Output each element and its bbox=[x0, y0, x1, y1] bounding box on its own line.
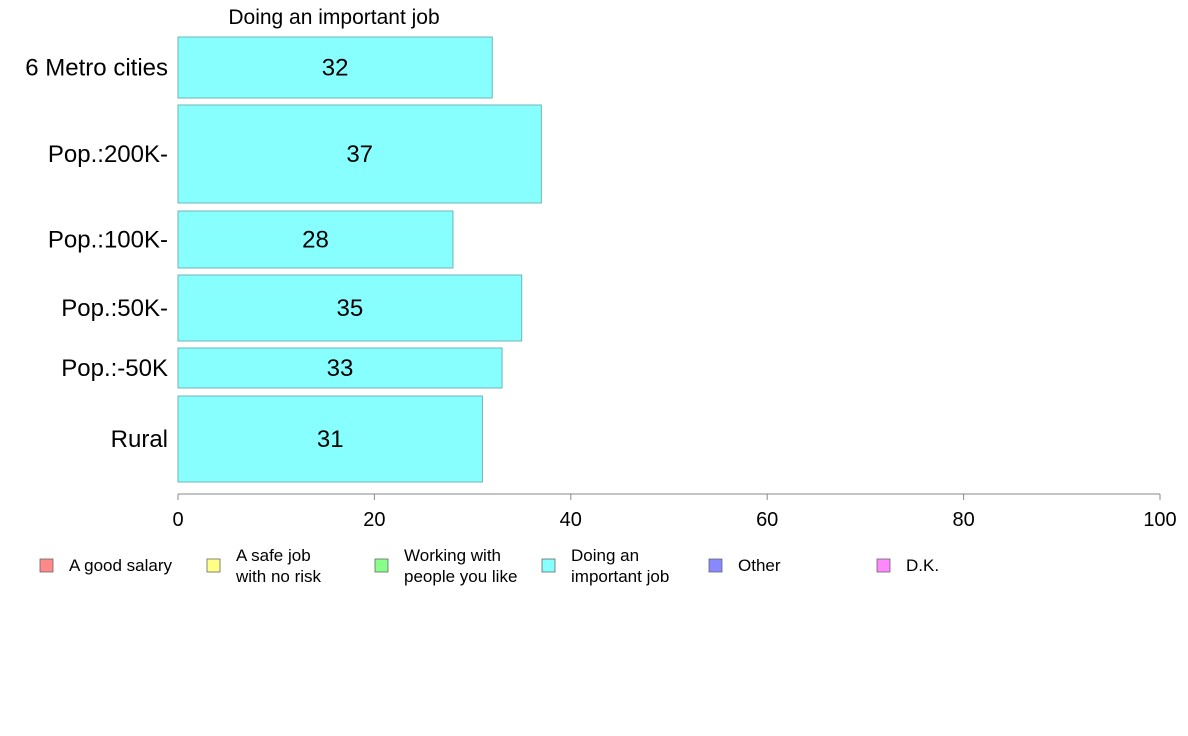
legend-swatch-4 bbox=[708, 558, 723, 573]
legend-label-3: Doing an important job bbox=[571, 546, 669, 586]
value-label-4: 33 bbox=[327, 355, 354, 382]
value-label-2: 28 bbox=[302, 227, 329, 254]
legend-swatch-2 bbox=[374, 558, 389, 573]
legend-label-5: D.K. bbox=[906, 556, 939, 575]
value-label-5: 31 bbox=[317, 426, 344, 453]
value-label-0: 32 bbox=[322, 55, 349, 82]
bar-0 bbox=[177, 36, 493, 99]
legend-swatch-3 bbox=[541, 558, 556, 573]
bar-1 bbox=[177, 104, 542, 204]
category-label-4: Pop.:-50K bbox=[61, 355, 168, 382]
category-label-5: Rural bbox=[111, 426, 168, 453]
x-tick-label-5: 100 bbox=[1143, 509, 1176, 531]
category-label-0: 6 Metro cities bbox=[25, 55, 168, 82]
x-tick-label-3: 60 bbox=[756, 509, 778, 531]
x-tick-label-2: 40 bbox=[560, 509, 582, 531]
x-tick-label-0: 0 bbox=[172, 509, 183, 531]
legend: A good salary A safe job with no risk Worki… bbox=[39, 546, 939, 586]
bar-4 bbox=[177, 347, 503, 389]
value-label-3: 35 bbox=[336, 295, 363, 322]
legend-swatch-5 bbox=[876, 558, 891, 573]
legend-swatch-1 bbox=[206, 558, 221, 573]
legend-label-1: A safe job with no risk bbox=[235, 546, 322, 586]
legend-swatch-0 bbox=[39, 558, 54, 573]
x-tick-label-4: 80 bbox=[952, 509, 974, 531]
category-label-1: Pop.:200K- bbox=[48, 141, 168, 168]
legend-label-line-3-1: important job bbox=[571, 567, 669, 586]
legend-label-line-2-1: people you like bbox=[404, 567, 517, 586]
bar-5 bbox=[177, 395, 483, 483]
legend-label-line-1-1: with no risk bbox=[235, 567, 322, 586]
legend-label-line-2-0: Working with bbox=[404, 546, 501, 565]
chart-title: Doing an important job bbox=[228, 6, 439, 29]
legend-label-4: Other bbox=[738, 556, 781, 575]
value-label-1: 37 bbox=[346, 141, 373, 168]
x-axis: 0 20 40 60 80 100 bbox=[172, 493, 1177, 531]
legend-label-0: A good salary bbox=[69, 556, 173, 575]
legend-label-2: Working with people you like bbox=[404, 546, 517, 586]
bar-3 bbox=[177, 274, 523, 342]
bars-group: 6 Metro cities 32 Pop.:200K- 37 Pop.:100K- 28… bbox=[25, 36, 542, 483]
legend-label-line-1-0: A safe job bbox=[236, 546, 311, 565]
category-label-2: Pop.:100K- bbox=[48, 227, 168, 254]
bar-2 bbox=[177, 210, 454, 269]
legend-label-line-3-0: Doing an bbox=[571, 546, 639, 565]
category-label-3: Pop.:50K- bbox=[61, 295, 168, 322]
x-tick-label-1: 20 bbox=[363, 509, 385, 531]
